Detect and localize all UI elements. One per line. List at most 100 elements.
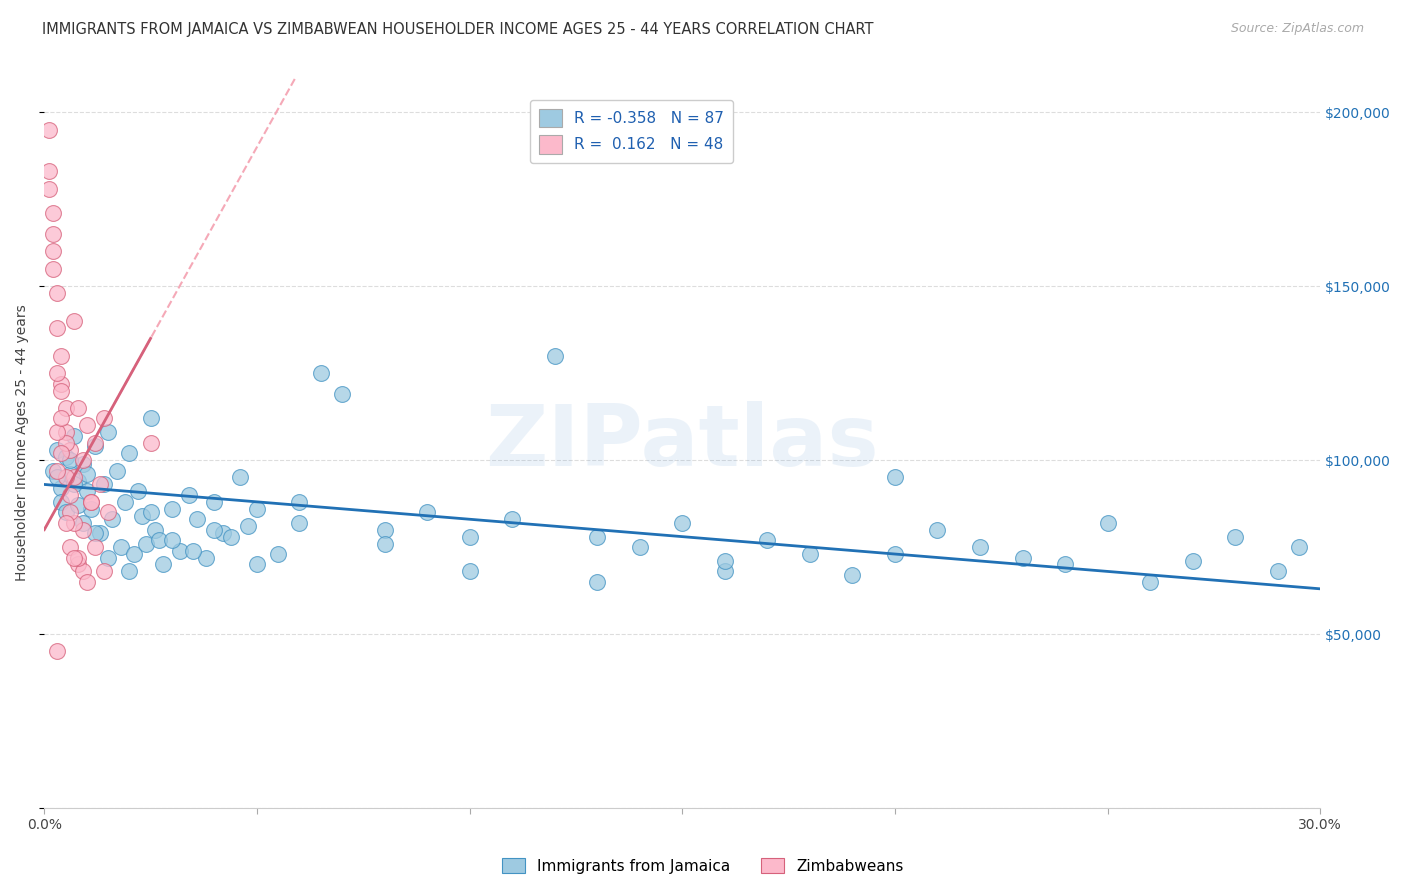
Point [84,540,107,554]
Point [114,495,136,509]
Point [714,565,737,579]
Legend: R = -0.358   N = 87, R =  0.162   N = 48: R = -0.358 N = 87, R = 0.162 N = 48 [530,100,733,163]
Point [841,568,863,582]
Point [55,516,77,530]
Point [51,376,73,391]
Point [72,565,94,579]
Point [884,547,907,561]
Point [93,477,115,491]
Point [55,450,77,464]
Point [46,425,69,440]
Point [122,547,145,561]
Point [238,519,260,533]
Point [1097,516,1119,530]
Point [67,401,90,415]
Point [93,565,115,579]
Point [131,508,153,523]
Text: IMMIGRANTS FROM JAMAICA VS ZIMBABWEAN HOUSEHOLDER INCOME AGES 25 - 44 YEARS CORR: IMMIGRANTS FROM JAMAICA VS ZIMBABWEAN HO… [42,22,873,37]
Point [46,464,69,478]
Point [177,488,200,502]
Point [67,499,90,513]
Point [143,523,166,537]
Point [118,565,141,579]
Point [127,484,149,499]
Point [671,516,693,530]
Point [46,442,69,457]
Point [221,530,243,544]
Point [67,550,90,565]
Y-axis label: Householder Income Ages 25 - 44 years: Householder Income Ages 25 - 44 years [15,304,30,581]
Point [51,411,73,425]
Legend: Immigrants from Jamaica, Zimbabweans: Immigrants from Jamaica, Zimbabweans [496,852,910,880]
Point [416,505,439,519]
Point [72,516,94,530]
Point [42,261,65,276]
Point [55,401,77,415]
Point [1139,574,1161,589]
Point [181,543,204,558]
Point [97,505,120,519]
Point [1267,565,1289,579]
Point [67,474,90,488]
Point [246,558,269,572]
Point [1181,554,1204,568]
Text: Source: ZipAtlas.com: Source: ZipAtlas.com [1230,22,1364,36]
Point [46,286,69,301]
Point [884,470,907,484]
Point [110,540,132,554]
Point [927,523,949,537]
Point [799,547,821,561]
Point [628,540,651,554]
Point [63,516,86,530]
Point [756,533,779,548]
Point [1011,550,1033,565]
Point [76,418,98,433]
Point [42,244,65,259]
Point [76,484,98,499]
Point [84,526,107,541]
Point [42,227,65,241]
Point [67,558,90,572]
Point [42,464,65,478]
Point [330,387,353,401]
Point [714,554,737,568]
Point [969,540,991,554]
Point [267,547,290,561]
Point [97,425,120,440]
Point [160,533,183,548]
Point [501,512,523,526]
Point [586,530,609,544]
Point [186,512,208,526]
Point [89,526,111,541]
Point [55,470,77,484]
Point [59,442,82,457]
Point [51,384,73,398]
Point [80,495,103,509]
Point [46,321,69,335]
Point [84,435,107,450]
Point [63,550,86,565]
Point [55,435,77,450]
Point [51,446,73,460]
Point [148,533,170,548]
Point [55,505,77,519]
Point [246,501,269,516]
Point [72,453,94,467]
Text: ZIPatlas: ZIPatlas [485,401,879,484]
Point [80,501,103,516]
Point [63,477,86,491]
Point [63,429,86,443]
Point [89,477,111,491]
Point [59,453,82,467]
Point [59,467,82,481]
Point [38,182,60,196]
Point [59,505,82,519]
Point [118,446,141,460]
Point [93,411,115,425]
Point [42,206,65,220]
Point [76,574,98,589]
Point [63,470,86,484]
Point [97,550,120,565]
Point [160,501,183,516]
Point [46,366,69,380]
